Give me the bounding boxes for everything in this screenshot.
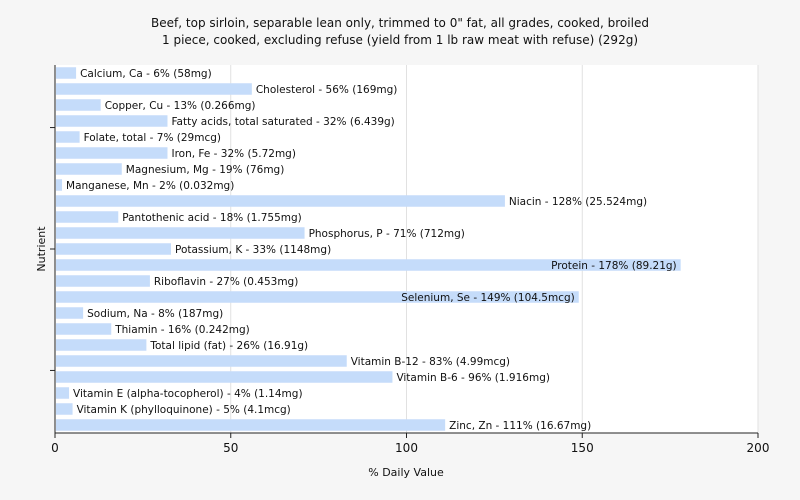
bar-label: Vitamin E (alpha-tocopherol) - 4% (1.14m…	[73, 388, 303, 400]
bar	[56, 163, 122, 175]
bar-label: Thiamin - 16% (0.242mg)	[114, 324, 250, 336]
x-tick-label: 0	[51, 441, 59, 455]
bar-label: Total lipid (fat) - 26% (16.91g)	[149, 340, 308, 352]
bar-label: Iron, Fe - 32% (5.72mg)	[171, 148, 295, 160]
bar	[56, 195, 505, 207]
bar-label: Phosphorus, P - 71% (712mg)	[309, 228, 465, 240]
bar-label: Calcium, Ca - 6% (58mg)	[80, 68, 212, 80]
bar-label: Sodium, Na - 8% (187mg)	[87, 308, 223, 320]
bar	[56, 227, 305, 239]
x-tick-label: 150	[571, 441, 594, 455]
x-ticks: 0 50 100 150 200	[51, 433, 769, 455]
bar-label: Cholesterol - 56% (169mg)	[256, 84, 398, 96]
x-axis-title: % Daily Value	[368, 466, 444, 479]
bar-label: Niacin - 128% (25.524mg)	[509, 196, 647, 208]
bar	[56, 99, 101, 111]
bar	[56, 371, 393, 383]
bar	[56, 275, 150, 287]
bar-label: Folate, total - 7% (29mcg)	[84, 132, 221, 144]
bar-label: Manganese, Mn - 2% (0.032mg)	[66, 180, 234, 192]
bar	[56, 243, 171, 255]
bar-label: Copper, Cu - 13% (0.266mg)	[105, 100, 256, 112]
bar-label: Zinc, Zn - 111% (16.67mg)	[449, 420, 591, 432]
bar	[56, 131, 80, 143]
bar-label: Magnesium, Mg - 19% (76mg)	[126, 164, 285, 176]
bar	[56, 291, 579, 303]
x-tick-label: 200	[747, 441, 770, 455]
bar	[56, 83, 252, 95]
chart-subtitle: 1 piece, cooked, excluding refuse (yield…	[162, 33, 638, 47]
bar-label: Vitamin K (phylloquinone) - 5% (4.1mcg)	[77, 404, 291, 416]
bar	[56, 67, 77, 79]
bar-labels: Calcium, Ca - 6% (58mg) Cholesterol - 56%…	[66, 68, 677, 432]
bar	[56, 179, 63, 191]
bar-label: Protein - 178% (89.21g)	[551, 260, 677, 272]
bar	[56, 339, 147, 351]
bar	[56, 307, 84, 319]
bar	[56, 211, 119, 223]
bar	[56, 403, 73, 415]
bar-label: Fatty acids, total saturated - 32% (6.43…	[171, 116, 394, 128]
bar	[56, 387, 70, 399]
bar-label: Potassium, K - 33% (1148mg)	[175, 244, 331, 256]
chart-title: Beef, top sirloin, separable lean only, …	[151, 16, 649, 30]
bars	[56, 67, 681, 431]
bar-label: Vitamin B-12 - 83% (4.99mcg)	[351, 356, 510, 368]
bar-label: Riboflavin - 27% (0.453mg)	[154, 276, 298, 288]
bar-label: Pantothenic acid - 18% (1.755mg)	[122, 212, 301, 224]
bar	[56, 147, 168, 159]
bar	[56, 323, 112, 335]
x-tick-label: 50	[223, 441, 238, 455]
bar-label: Selenium, Se - 149% (104.5mcg)	[401, 292, 575, 304]
bar	[56, 419, 446, 431]
x-tick-label: 100	[395, 441, 418, 455]
bar	[56, 355, 347, 367]
bar-label: Vitamin B-6 - 96% (1.916mg)	[396, 372, 550, 384]
y-axis-title: Nutrient	[35, 226, 48, 272]
bar	[56, 115, 168, 127]
bar	[56, 259, 681, 271]
